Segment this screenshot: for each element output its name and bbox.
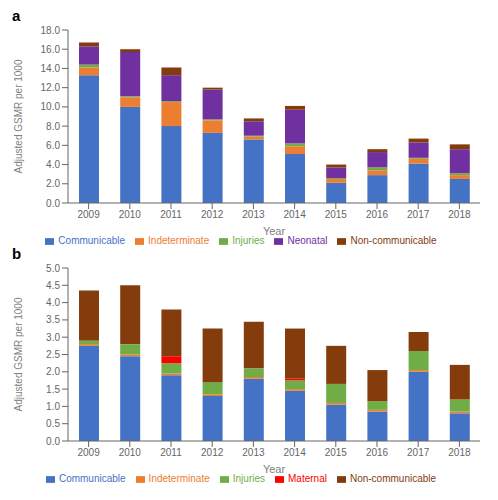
svg-text:0.5: 0.5: [46, 418, 60, 429]
html-text:Communicable: Communicable: [58, 235, 125, 246]
svg-text:1.0: 1.0: [46, 401, 60, 412]
svg-text:10.0: 10.0: [41, 101, 61, 112]
svg-text:2011: 2011: [160, 209, 182, 220]
svg-text:2017: 2017: [407, 209, 430, 220]
html-text:Indeterminate: Indeterminate: [148, 235, 210, 246]
svg-text:6.0: 6.0: [46, 140, 60, 151]
svg-text:Adjusted GSMR per 1000: Adjusted GSMR per 1000: [13, 297, 24, 411]
svg-text:2014: 2014: [283, 209, 306, 220]
html-text:b: b: [12, 245, 22, 262]
svg-text:2018: 2018: [448, 447, 471, 458]
svg-text:2014: 2014: [283, 447, 306, 458]
html-text:a: a: [12, 7, 21, 24]
svg-text:2009: 2009: [77, 209, 100, 220]
svg-text:0.0: 0.0: [46, 198, 60, 209]
svg-text:2010: 2010: [119, 209, 142, 220]
svg-text:2011: 2011: [160, 447, 182, 458]
svg-text:Year: Year: [263, 225, 286, 237]
svg-text:0.0: 0.0: [46, 436, 60, 447]
svg-text:16.0: 16.0: [41, 44, 61, 55]
html-text:Neonatal: Neonatal: [287, 235, 328, 246]
svg-text:2.5: 2.5: [46, 349, 60, 360]
svg-text:2.0: 2.0: [46, 178, 60, 189]
svg-text:2013: 2013: [242, 447, 265, 458]
svg-text:2013: 2013: [242, 209, 265, 220]
svg-text:5.0: 5.0: [46, 263, 60, 274]
svg-text:18.0: 18.0: [41, 25, 61, 36]
svg-text:3.5: 3.5: [46, 314, 60, 325]
html-text:Non-communicable: Non-communicable: [349, 473, 437, 484]
svg-text:4.0: 4.0: [46, 159, 60, 170]
svg-text:14.0: 14.0: [41, 63, 61, 74]
svg-text:2015: 2015: [325, 447, 348, 458]
svg-text:Adjusted GSMR per 1000: Adjusted GSMR per 1000: [13, 59, 24, 173]
html-text:Injuries: Injuries: [232, 473, 265, 484]
svg-text:2017: 2017: [407, 447, 430, 458]
html-text:Maternal: Maternal: [288, 473, 327, 484]
svg-text:2012: 2012: [201, 447, 224, 458]
svg-text:2010: 2010: [119, 447, 142, 458]
svg-text:4.5: 4.5: [46, 280, 60, 291]
svg-text:8.0: 8.0: [46, 121, 60, 132]
svg-text:2016: 2016: [366, 447, 389, 458]
svg-text:2016: 2016: [366, 209, 389, 220]
html-text:Communicable: Communicable: [58, 473, 126, 484]
svg-text:3.0: 3.0: [46, 332, 60, 343]
svg-text:2.0: 2.0: [46, 366, 60, 377]
svg-text:2012: 2012: [201, 209, 224, 220]
svg-text:12.0: 12.0: [41, 82, 61, 93]
svg-text:Year: Year: [263, 463, 286, 475]
html-text:Injuries: Injuries: [232, 235, 265, 246]
svg-text:2009: 2009: [77, 447, 100, 458]
svg-text:2018: 2018: [448, 209, 471, 220]
svg-text:2015: 2015: [325, 209, 348, 220]
svg-text:1.5: 1.5: [46, 384, 60, 395]
html-text:Indeterminate: Indeterminate: [148, 473, 210, 484]
html-text:Non-communicable: Non-communicable: [350, 235, 437, 246]
svg-text:4.0: 4.0: [46, 297, 60, 308]
